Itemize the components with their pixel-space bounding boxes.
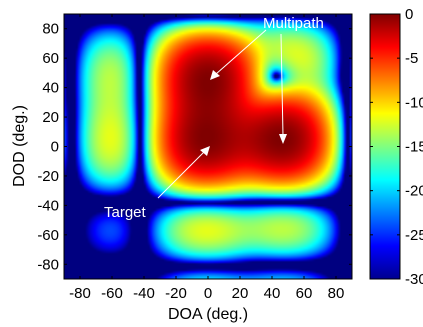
heatmap-plot-area <box>63 13 353 280</box>
colorbar-tick-label: -15 <box>405 139 423 156</box>
heatmap-image <box>64 14 352 279</box>
y-tick-label: -60 <box>37 227 59 244</box>
arrowhead-multipath-upper <box>210 70 220 80</box>
x-tick-label: 40 <box>264 285 281 302</box>
colorbar-tick-label: -20 <box>405 183 423 200</box>
colorbar: 0 -5 -10 -15 -20 -25 -30 <box>369 6 423 288</box>
annotation-multipath: Multipath <box>263 15 324 32</box>
x-tick-label: 20 <box>232 285 249 302</box>
x-tick-label: -40 <box>133 285 155 302</box>
x-axis-label: DOA (deg.) <box>168 306 248 323</box>
y-tick-label: 20 <box>42 109 59 126</box>
y-tick-label: 40 <box>42 80 59 97</box>
arrow-to-target <box>157 151 205 199</box>
x-tick-label: -20 <box>165 285 187 302</box>
x-tick-label: -80 <box>69 285 91 302</box>
x-axis-ticks: -80 -60 -40 -20 0 20 40 60 80 <box>69 14 344 302</box>
y-tick-label: 80 <box>42 21 59 38</box>
colorbar-fill <box>370 14 400 279</box>
colorbar-ticks: 0 -5 -10 -15 -20 -25 -30 <box>370 6 423 288</box>
x-tick-label: 0 <box>204 285 212 302</box>
y-axis-label: DOD (deg.) <box>11 105 28 187</box>
y-tick-label: -40 <box>37 197 59 214</box>
y-tick-label: -80 <box>37 256 59 273</box>
y-tick-label: -20 <box>37 168 59 185</box>
colorbar-tick-label: -5 <box>405 50 418 67</box>
arrowhead-multipath-right <box>279 134 287 144</box>
annotation-target: Target <box>104 204 147 221</box>
y-tick-label: 0 <box>51 139 59 156</box>
colorbar-tick-label: -30 <box>405 271 423 288</box>
y-tick-label: 60 <box>42 50 59 67</box>
x-tick-label: 60 <box>296 285 313 302</box>
colorbar-tick-label: 0 <box>405 6 413 23</box>
x-tick-label: -60 <box>101 285 123 302</box>
y-axis-ticks: 80 60 40 20 0 -20 -40 -60 -80 <box>37 21 352 273</box>
annotation-arrows <box>157 29 287 199</box>
colorbar-tick-label: -10 <box>405 94 423 111</box>
arrowhead-target <box>200 146 210 156</box>
arrow-to-multipath-right <box>280 33 284 137</box>
x-tick-label: 80 <box>328 285 345 302</box>
arrow-to-multipath-upper <box>215 29 267 75</box>
colorbar-tick-label: -25 <box>405 227 423 244</box>
